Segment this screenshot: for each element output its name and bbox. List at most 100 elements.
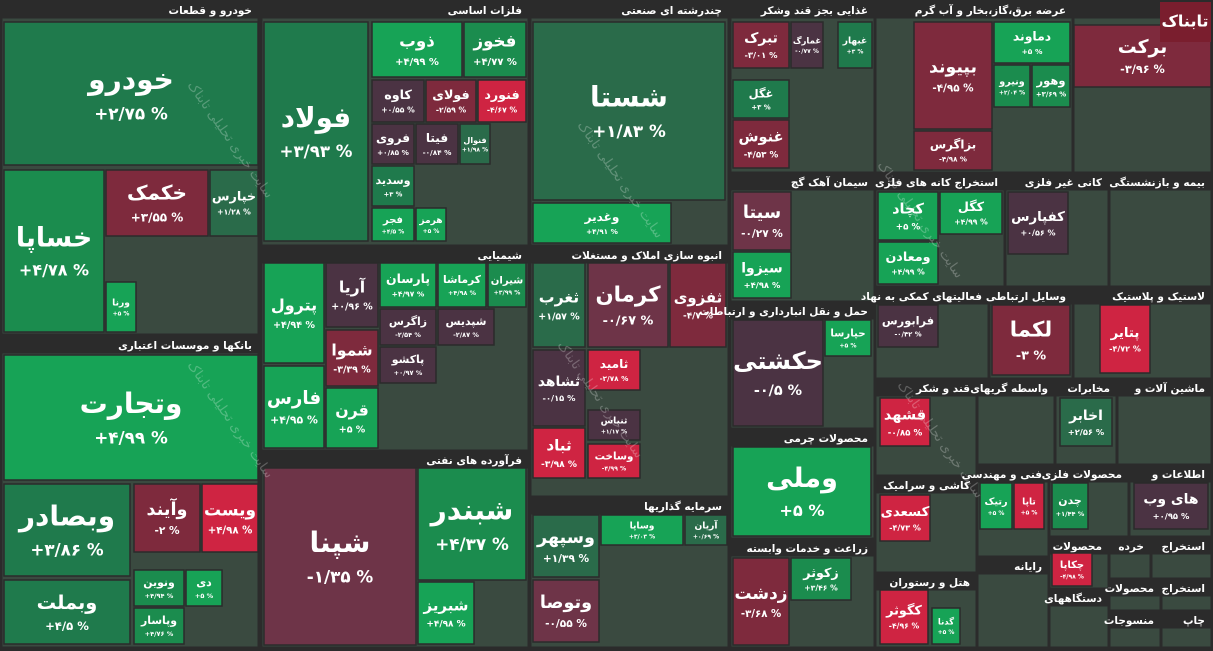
- stock-tile: وهور +۳/۶۹ %: [1031, 64, 1071, 108]
- tile-name: دی: [196, 576, 212, 589]
- stock-tile: بزاگرس-۴/۹۸ %: [913, 130, 993, 171]
- tile-name: شپنا: [310, 526, 371, 559]
- tile: [425, 79, 477, 123]
- stock-tile: غبهار +۳ %: [837, 21, 873, 69]
- tile-name: ثفزوی: [674, 288, 723, 306]
- tile-name: کگل: [958, 199, 985, 214]
- sector-title: محصولات: [1053, 541, 1102, 553]
- tile-change: +۰/۹۶ %: [331, 301, 373, 312]
- stock-tile: ومعادن +۴/۹۹ %: [877, 241, 939, 285]
- tile-name: غنوش: [738, 129, 783, 145]
- stock-tile: ورنا +۵ %: [105, 281, 137, 333]
- stock-tile: پاکشو +۰/۹۷ %: [379, 346, 437, 384]
- sector-title: بانکها و موسسات اعتباری: [118, 340, 252, 352]
- tile-name: دماوند: [1013, 28, 1051, 43]
- tile-change: -۰/۷۷ %: [795, 48, 819, 55]
- tile-name: چدن: [1058, 494, 1081, 507]
- sector-title: محصولات فلزی: [1042, 469, 1122, 481]
- tile-name: کرماشا: [443, 273, 482, 286]
- tile-name: فولای: [432, 87, 469, 102]
- tile-name: وسپهر: [536, 528, 595, 548]
- tile: [532, 427, 586, 479]
- tile-change: -۰/۲۷ %: [741, 228, 783, 240]
- tile-change: +۵ %: [1021, 509, 1038, 516]
- stock-tile: فولاد +۳/۹۳ %: [263, 21, 369, 242]
- tile: [732, 251, 792, 299]
- tile-name: وتجارت: [80, 387, 183, 420]
- tile-name: فولاد: [281, 101, 351, 134]
- tile: [837, 21, 873, 69]
- tile: [587, 262, 669, 348]
- tile-name: فنورد: [484, 87, 519, 102]
- tile-name: کسعدی: [881, 505, 930, 520]
- sector-title: ماشین آلات و: [1134, 382, 1205, 395]
- sector-title: استخراج: [1162, 583, 1205, 595]
- tile-change: -۳/۰۱ %: [744, 50, 778, 60]
- stock-tile: کسعدی -۴/۷۳ %: [879, 494, 931, 542]
- stock-tile: وساخت -۴/۹۹ %: [587, 443, 641, 479]
- tile: [913, 130, 993, 171]
- stock-tile: تبرک -۳/۰۱ %: [732, 21, 790, 69]
- tile-name: حکشتی: [733, 347, 823, 375]
- tile-change: -۳/۶۸ %: [741, 609, 781, 620]
- sector-title: فعالیتهای کمکی به نهاد: [861, 291, 982, 303]
- stock-tile: آریان +۰/۶۹ %: [684, 514, 728, 546]
- stock-tile: سیتا -۰/۲۷ %: [732, 191, 792, 251]
- tile-name: غگل: [749, 86, 774, 100]
- tile: [532, 349, 586, 427]
- logo: تابناک: [1162, 12, 1209, 31]
- tile-change: -۲ %: [154, 525, 179, 537]
- tile: [879, 589, 929, 645]
- tile-change: +۳ %: [751, 104, 770, 112]
- tile: [931, 607, 961, 645]
- stock-tile: حکشتی -۰/۵ %: [732, 319, 824, 427]
- tile-change: +۳/۴۶ %: [804, 584, 838, 593]
- tile-name: ثنباس: [601, 416, 628, 426]
- tile-change: -۴/۷۲ %: [1109, 345, 1141, 354]
- tile: [913, 21, 993, 130]
- sector-title: قند و شکر: [915, 383, 970, 395]
- tile-change: +۴/۹۷ %: [392, 289, 425, 298]
- tile-name: حپارسا: [830, 328, 865, 339]
- tile-change: -۰/۸۵ %: [888, 428, 923, 438]
- sector-title: سیمان آهک گچ: [791, 176, 868, 189]
- tile-name: بزاگرس: [930, 138, 976, 153]
- stock-tile: حپارسا +۵ %: [824, 319, 872, 357]
- stock-tile: دماوند +۵ %: [993, 21, 1071, 64]
- tile: [263, 262, 325, 364]
- tile-name: وآیند: [147, 497, 188, 520]
- stock-tile: فخوز +۴/۷۷ %: [463, 21, 527, 78]
- tile-name: وساخت: [595, 450, 634, 462]
- tile: [879, 494, 931, 542]
- tile-name: وبملت: [37, 591, 98, 614]
- tile: [417, 467, 527, 581]
- stock-tile: شپدیس -۲/۸۷ %: [437, 308, 495, 346]
- tile-name: فجر: [382, 215, 403, 226]
- stock-tile: ثشاهد -۰/۱۵ %: [532, 349, 586, 427]
- tile-change: +۱/۹۸ %: [462, 147, 488, 154]
- sector-title: محصولات: [1105, 583, 1154, 595]
- tile: [993, 21, 1071, 64]
- tile: [587, 409, 641, 441]
- stock-tile: فولای -۲/۵۹ %: [425, 79, 477, 123]
- tile-name: فرابورس: [882, 313, 934, 327]
- tile: [417, 581, 475, 645]
- tile-name: شستا: [590, 80, 668, 113]
- tile: [877, 241, 939, 285]
- tile-change: -۰/۴۲ %: [894, 331, 921, 339]
- tile-change: -۲/۵۹ %: [436, 106, 467, 115]
- tile-change: -۳ %: [1016, 347, 1046, 362]
- tile-name: آریا: [339, 276, 366, 296]
- tile-name: خودرو: [86, 63, 174, 96]
- sector-area: [1161, 595, 1212, 611]
- stock-tile: پارسان +۴/۹۷ %: [379, 262, 437, 308]
- tile-change: +۴/۷۸ %: [19, 261, 89, 280]
- tile-change: +۵ %: [988, 510, 1005, 517]
- tile: [532, 579, 600, 643]
- sector-area: [1109, 595, 1161, 611]
- tile-change: +۴/۹۴ %: [273, 320, 315, 331]
- tile-change: -۰/۵۵ %: [545, 618, 587, 630]
- stock-tile: شستا +۱/۸۳ %: [532, 21, 726, 201]
- stock-tile: فروی +۰/۸۵ %: [371, 123, 415, 165]
